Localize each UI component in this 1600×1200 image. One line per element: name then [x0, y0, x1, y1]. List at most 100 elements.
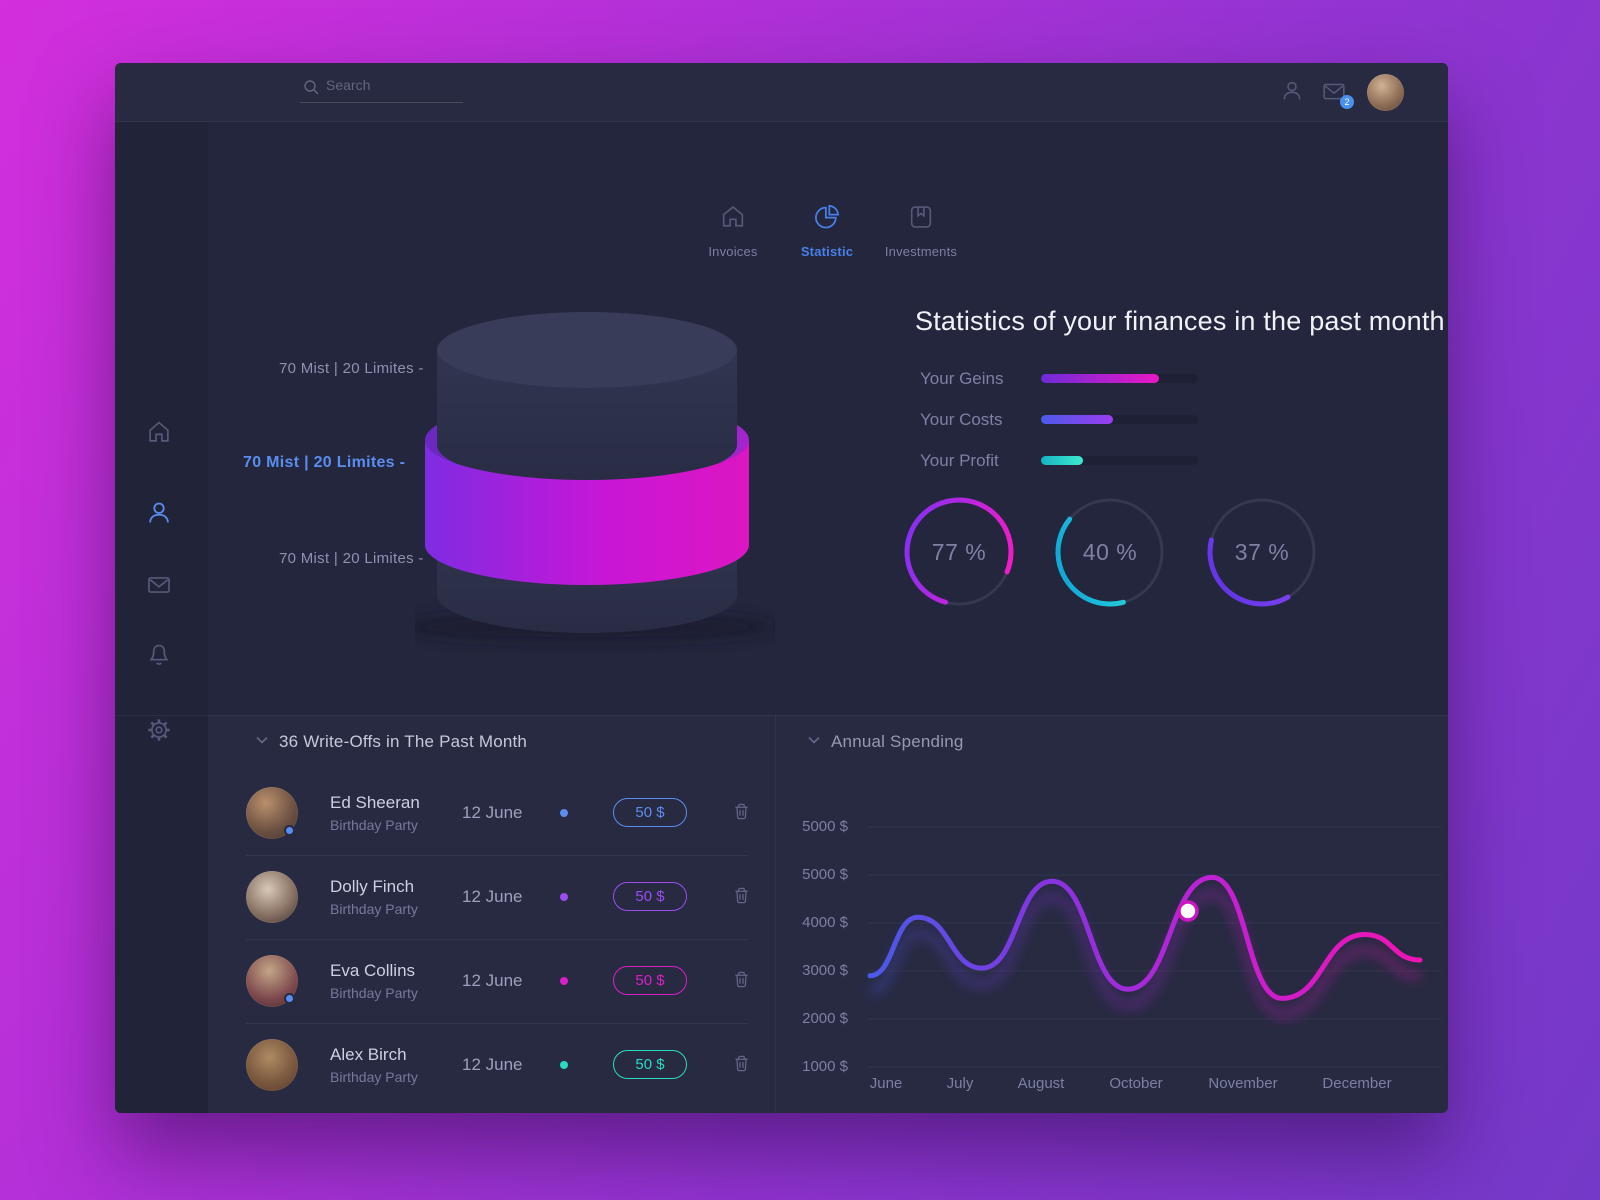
delete-icon[interactable] — [732, 801, 751, 822]
cylinder-3d-chart — [415, 312, 775, 642]
bar-label-costs: Your Costs — [920, 410, 1003, 429]
profile-avatar[interactable] — [1367, 74, 1404, 111]
dashboard-window: 2 Invoices Statistic — [115, 63, 1448, 1113]
tab-investments[interactable]: Investments — [871, 203, 971, 259]
pie-chart-icon — [815, 204, 840, 229]
spending-line — [867, 874, 1423, 1001]
contact-name: Dolly Finch — [330, 877, 415, 896]
cylinder-label-bottom[interactable]: 70 Mist | 20 Limites - — [279, 550, 424, 567]
sidebar-item-profile[interactable] — [146, 500, 172, 526]
contact-name: Eva Collins — [330, 961, 416, 980]
bar-label-gains: Your Geins — [920, 369, 1004, 388]
cylinder-top-face — [437, 312, 737, 388]
chevron-down-icon[interactable] — [808, 736, 820, 744]
status-dot — [560, 977, 568, 985]
delete-icon[interactable] — [732, 969, 751, 990]
amount-button[interactable]: 50 $ — [613, 1050, 687, 1079]
amount-button[interactable]: 50 $ — [613, 798, 687, 827]
delete-icon[interactable] — [732, 1053, 751, 1074]
writeoffs-title: 36 Write-Offs in The Past Month — [279, 732, 528, 751]
y-axis-tick: 3000 $ — [802, 962, 848, 979]
avatar — [246, 871, 298, 923]
date-label: 12 June — [462, 971, 523, 990]
delete-icon[interactable] — [732, 885, 751, 906]
search-icon — [304, 80, 319, 95]
x-axis-tick: August — [1017, 1075, 1065, 1092]
bar-profit-fill — [1041, 456, 1084, 465]
event-label: Birthday Party — [330, 817, 418, 833]
y-axis-tick: 5000 $ — [802, 818, 848, 835]
x-axis-tick: July — [946, 1075, 974, 1092]
status-dot — [560, 893, 568, 901]
annual-spending-chart — [867, 826, 1442, 1068]
panel-divider — [775, 715, 776, 1113]
bar-costs-fill — [1041, 415, 1114, 424]
top-header: 2 — [115, 63, 1448, 122]
sidebar — [115, 122, 208, 1113]
search-input[interactable] — [326, 77, 456, 93]
bar-label-profit: Your Profit — [920, 451, 999, 470]
x-axis-tick: November — [1208, 1075, 1278, 1092]
row-separator — [246, 939, 748, 940]
sidebar-item-settings[interactable] — [146, 717, 172, 743]
tab-invoices[interactable]: Invoices — [683, 203, 783, 259]
event-label: Birthday Party — [330, 901, 418, 917]
user-icon[interactable] — [1281, 80, 1303, 102]
home-icon — [722, 206, 744, 227]
ring-costs-value: 40 % — [1082, 539, 1138, 565]
amount-button[interactable]: 50 $ — [613, 882, 687, 911]
cylinder-label-middle[interactable]: 70 Mist | 20 Limites - — [243, 454, 406, 471]
cylinder-top-segment — [437, 350, 737, 483]
tab-label: Invoices — [708, 244, 758, 259]
writeoff-row[interactable]: Dolly Finch Birthday Party 12 June 50 $ — [208, 855, 775, 939]
annual-spending-title: Annual Spending — [831, 732, 964, 751]
row-separator — [246, 855, 748, 856]
stats-title: Statistics of your finances in the past … — [915, 306, 1445, 336]
event-label: Birthday Party — [330, 1069, 418, 1085]
bar-costs — [1041, 415, 1198, 424]
data-point-marker — [1177, 900, 1199, 922]
x-axis-tick: June — [869, 1075, 903, 1092]
ring-gains: 77 % — [901, 494, 1017, 610]
mail-icon[interactable] — [1322, 80, 1346, 102]
avatar — [246, 1039, 298, 1091]
bookmark-icon — [910, 206, 932, 228]
contact-name: Ed Sheeran — [330, 793, 420, 812]
date-label: 12 June — [462, 1055, 523, 1074]
tab-label: Statistic — [800, 244, 854, 259]
date-label: 12 June — [462, 803, 523, 822]
bar-gains-fill — [1041, 374, 1159, 383]
online-badge — [284, 825, 295, 836]
tab-statistic[interactable]: Statistic — [777, 203, 877, 259]
cylinder-highlight-band — [425, 440, 749, 585]
spending-line-glow — [869, 888, 1421, 1019]
writeoff-row[interactable]: Ed Sheeran Birthday Party 12 June 50 $ — [208, 771, 775, 855]
y-axis-tick: 2000 $ — [802, 1010, 848, 1027]
sidebar-item-notifications[interactable] — [146, 642, 172, 668]
tab-label: Investments — [884, 244, 958, 259]
ring-costs: 40 % — [1052, 494, 1168, 610]
cylinder-label-top[interactable]: 70 Mist | 20 Limites - — [279, 360, 424, 377]
mail-notification-badge: 2 — [1340, 95, 1354, 109]
online-badge — [284, 993, 295, 1004]
amount-button[interactable]: 50 $ — [613, 966, 687, 995]
writeoff-row[interactable]: Alex Birch Birthday Party 12 June 50 $ — [208, 1023, 775, 1107]
bar-gains — [1041, 374, 1198, 383]
chevron-down-icon[interactable] — [256, 736, 268, 744]
sidebar-item-home[interactable] — [146, 419, 172, 445]
date-label: 12 June — [462, 887, 523, 906]
sidebar-item-mail[interactable] — [146, 572, 172, 598]
search-field — [300, 73, 463, 103]
y-axis-tick: 4000 $ — [802, 914, 848, 931]
status-dot — [560, 809, 568, 817]
statistic-section-background — [208, 122, 1448, 715]
bar-profit — [1041, 456, 1198, 465]
writeoff-row[interactable]: Eva Collins Birthday Party 12 June 50 $ — [208, 939, 775, 1023]
section-divider — [115, 715, 1448, 716]
x-axis-tick: October — [1109, 1075, 1163, 1092]
status-dot — [560, 1061, 568, 1069]
y-axis-tick: 1000 $ — [802, 1058, 848, 1075]
ring-profit: 37 % — [1204, 494, 1320, 610]
contact-name: Alex Birch — [330, 1045, 407, 1064]
ring-profit-value: 37 % — [1234, 539, 1290, 565]
